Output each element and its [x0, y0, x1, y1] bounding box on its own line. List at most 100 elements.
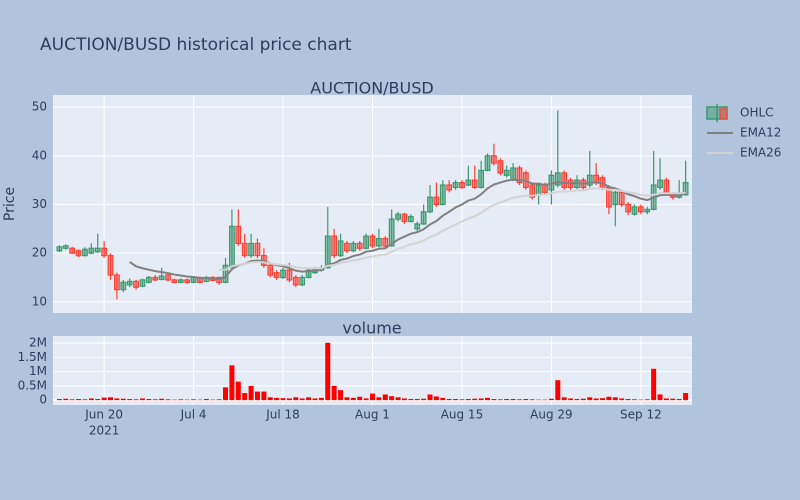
candle-body [56, 246, 63, 252]
volume-bar [350, 397, 356, 401]
candle-body [337, 240, 344, 257]
volume-bar [88, 398, 94, 401]
volume-bar [631, 399, 637, 401]
volume-bar [408, 399, 414, 401]
candle-body [62, 245, 69, 249]
volume-bar [644, 399, 650, 401]
candle-body [331, 235, 338, 257]
volume-bar [421, 398, 427, 401]
candle-body [356, 242, 363, 249]
candle-body [375, 237, 382, 247]
volume-bar [516, 399, 522, 401]
volume-bar [472, 398, 478, 401]
volume-bar [593, 398, 599, 401]
y-tick-label: 30 [32, 197, 47, 211]
candle-body [484, 155, 491, 172]
candle-body [625, 203, 631, 213]
volume-bar [491, 399, 497, 401]
candle-body [158, 275, 165, 281]
volume-bar [433, 396, 439, 401]
volume-bar [376, 397, 382, 401]
candle-body [516, 167, 523, 184]
legend-label: OHLC [740, 106, 774, 120]
volume-bar [395, 397, 401, 401]
volume-bar [82, 399, 88, 401]
volume-bar [184, 399, 190, 401]
candle-body [491, 155, 497, 164]
volume-bar [306, 397, 312, 401]
candle-body [388, 218, 395, 247]
x-tick-label: Sep 12 [620, 408, 662, 422]
x-tick-label: Jun 20 [84, 408, 123, 422]
volume-bar [587, 397, 593, 401]
candle-body [459, 181, 465, 189]
ema-line [129, 178, 686, 280]
x-tick-label: Aug 29 [530, 408, 573, 422]
candle-body [350, 242, 357, 252]
x-tick-label: Aug 1 [355, 408, 390, 422]
volume-bar [363, 398, 369, 401]
candle-body [663, 179, 670, 193]
x-tick-sublabel: 2021 [89, 424, 120, 438]
legend-ohlc-icon [719, 108, 728, 120]
candle-body [254, 242, 261, 257]
volume-bar [63, 398, 69, 401]
volume-bar [286, 398, 292, 401]
candle-body [637, 206, 644, 213]
candle-body [280, 269, 286, 279]
volume-bar [171, 399, 177, 401]
volume-bar [114, 398, 120, 401]
volume-bar [331, 385, 337, 401]
volume-bar [120, 398, 126, 401]
volume-bar [606, 396, 612, 401]
x-tick-label: Jul 4 [180, 408, 207, 422]
volume-bar [625, 399, 631, 401]
volume-bar [414, 399, 420, 401]
volume-bar [325, 342, 331, 401]
volume-bar [197, 399, 203, 401]
candle-body [420, 211, 427, 225]
volume-bar [216, 399, 222, 401]
volume-bar [254, 391, 260, 401]
candle-body [446, 184, 453, 191]
volume-bar [139, 398, 145, 401]
candle-body [126, 280, 133, 286]
volume-bar [561, 397, 567, 401]
volume-bar [683, 393, 689, 401]
volume-bar [146, 399, 152, 401]
volume-bar [108, 397, 114, 401]
volume-bar [178, 399, 184, 401]
candle-body [427, 196, 433, 213]
candle-body [88, 247, 95, 254]
candle-body [503, 169, 510, 176]
candle-body [267, 264, 274, 276]
y-tick-label: 10 [32, 294, 47, 308]
volume-bar [152, 399, 158, 401]
candle-body [612, 191, 619, 206]
volume-bar [504, 399, 510, 401]
candle-body [120, 281, 127, 291]
volume-bar [133, 399, 139, 401]
candle-body [631, 206, 638, 215]
y-tick-label: 20 [32, 246, 47, 260]
volume-bar [280, 398, 286, 401]
volume-bar [548, 398, 554, 401]
volume-bar [657, 394, 663, 401]
volume-bar [242, 393, 248, 401]
candle-body [586, 174, 593, 186]
volume-bar [229, 365, 235, 401]
candle-body [401, 213, 408, 223]
volume-bar [203, 399, 209, 401]
volume-bar [223, 387, 229, 401]
candle-body [465, 179, 472, 186]
volume-bar [459, 399, 465, 401]
candle-body [407, 216, 414, 223]
candle-body [497, 160, 504, 174]
candle-body [273, 272, 280, 279]
candle-body [529, 184, 536, 198]
x-tick-label: Aug 15 [441, 408, 484, 422]
candle-body [618, 191, 625, 206]
candle-body [241, 242, 248, 257]
volume-bar [382, 394, 388, 401]
candle-body [292, 276, 299, 286]
